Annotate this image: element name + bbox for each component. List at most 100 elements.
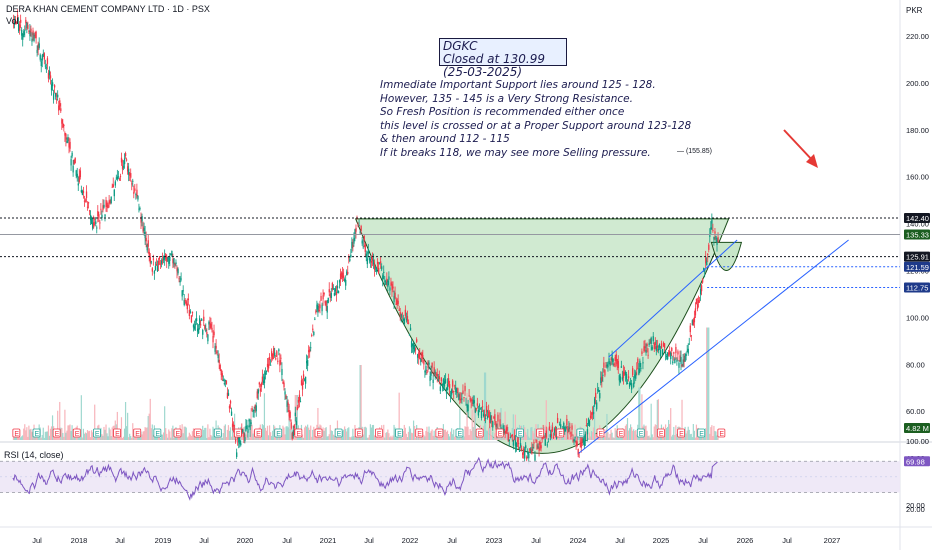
volume-bar	[106, 433, 108, 440]
earnings-marker[interactable]	[133, 428, 142, 438]
earnings-marker[interactable]	[677, 428, 685, 438]
earnings-marker[interactable]	[193, 428, 202, 438]
volume-bar	[525, 432, 527, 440]
candle-body	[644, 346, 646, 349]
volume-bar	[639, 387, 641, 440]
candle-body	[153, 271, 156, 274]
earnings-marker[interactable]	[596, 428, 605, 438]
candle-body	[538, 447, 540, 451]
candle-body	[44, 65, 47, 67]
earnings-marker[interactable]	[455, 428, 464, 438]
candle-body	[286, 400, 288, 407]
volume-bar	[122, 436, 125, 440]
rsi-label[interactable]: RSI (14, close)	[4, 450, 64, 460]
candle-body	[311, 334, 313, 336]
earnings-marker[interactable]	[93, 428, 101, 438]
volume-bar	[183, 426, 185, 440]
candle-body	[600, 377, 602, 384]
candle-body	[319, 304, 321, 309]
earnings-marker[interactable]	[495, 428, 504, 438]
candle-body	[20, 19, 22, 23]
candle-body	[451, 389, 453, 395]
candle-body	[662, 342, 665, 347]
candle-body	[287, 402, 289, 406]
candle-body	[591, 412, 594, 415]
candle-body	[339, 273, 342, 280]
earnings-marker[interactable]	[415, 428, 424, 438]
candle-body	[15, 21, 18, 24]
candle-body	[93, 222, 95, 228]
volume-bar	[483, 372, 486, 440]
earnings-marker[interactable]	[314, 428, 323, 438]
symbol-header[interactable]: DERA KHAN CEMENT COMPANY LTD · 1D · PSX	[6, 4, 210, 14]
earnings-marker[interactable]	[697, 428, 706, 438]
candle-body	[206, 332, 208, 335]
volume-bar	[208, 437, 210, 440]
earnings-marker[interactable]	[113, 428, 121, 438]
volume-bar	[267, 435, 270, 440]
earnings-marker[interactable]	[334, 428, 343, 438]
candle-body	[175, 262, 177, 265]
earnings-marker[interactable]	[395, 428, 403, 438]
volume-bar	[565, 426, 567, 440]
volume-bar	[207, 424, 209, 440]
candle-body	[236, 452, 238, 457]
candle-body	[185, 301, 187, 306]
candle-body	[581, 438, 583, 443]
candle-body	[401, 313, 403, 315]
price-tag	[904, 282, 930, 293]
earnings-marker[interactable]	[657, 428, 665, 438]
candle-body	[279, 360, 281, 366]
candle-body	[344, 279, 346, 282]
candle-body	[189, 311, 192, 313]
earnings-marker[interactable]	[576, 428, 585, 438]
candle-body	[146, 244, 148, 251]
earnings-marker[interactable]	[274, 428, 283, 438]
earnings-marker[interactable]	[173, 428, 182, 438]
volume-bar	[224, 424, 226, 440]
candle-body	[58, 105, 60, 111]
earnings-marker[interactable]	[435, 428, 444, 438]
earnings-marker[interactable]	[475, 428, 484, 438]
earnings-marker-label: E	[437, 431, 442, 438]
earnings-marker[interactable]	[254, 428, 262, 438]
earnings-marker[interactable]	[375, 428, 383, 438]
volume-bar	[401, 437, 403, 440]
earnings-marker[interactable]	[153, 428, 162, 438]
candle-body	[80, 190, 83, 193]
earnings-marker[interactable]	[32, 428, 41, 438]
earnings-marker[interactable]	[354, 428, 363, 438]
volume-bar	[645, 425, 647, 440]
earnings-marker[interactable]	[234, 428, 242, 438]
candle-body	[383, 271, 385, 274]
candle-body	[427, 361, 429, 369]
earnings-marker[interactable]	[717, 428, 726, 438]
candle-body	[46, 58, 49, 64]
candle-body	[661, 349, 664, 355]
candle-body	[597, 389, 599, 391]
earnings-marker[interactable]	[294, 428, 303, 438]
candle-body	[336, 286, 339, 289]
volume-bar	[120, 417, 123, 440]
volume-bar	[403, 424, 405, 440]
volume-bar	[450, 431, 452, 440]
volume-bar	[296, 395, 298, 440]
volume-bar	[443, 429, 446, 440]
earnings-marker-label: E	[558, 431, 563, 438]
earnings-marker[interactable]	[636, 428, 645, 438]
earnings-marker[interactable]	[536, 428, 544, 438]
earnings-marker[interactable]	[52, 428, 61, 438]
candle-body	[25, 19, 27, 24]
volume-bar	[63, 436, 65, 440]
earnings-marker[interactable]	[556, 428, 565, 438]
candle-body	[497, 414, 499, 422]
earnings-marker[interactable]	[12, 428, 21, 438]
volume-bar	[111, 427, 113, 440]
earnings-marker[interactable]	[213, 428, 222, 438]
earnings-marker[interactable]	[72, 428, 81, 438]
candle-body	[642, 362, 644, 364]
candle-body	[580, 441, 582, 448]
earnings-marker[interactable]	[616, 428, 625, 438]
earnings-marker[interactable]	[516, 428, 524, 438]
